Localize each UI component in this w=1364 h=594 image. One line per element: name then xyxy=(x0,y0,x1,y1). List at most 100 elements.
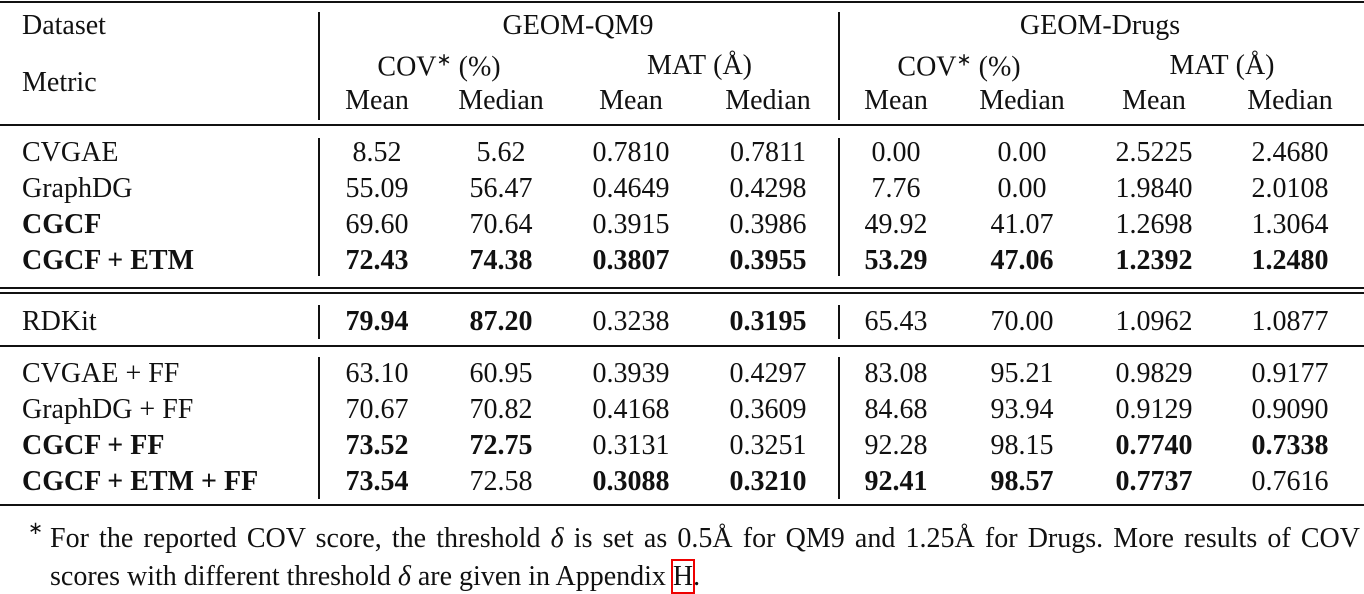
rule xyxy=(0,287,1364,289)
group-header: GEOM-QM9 xyxy=(502,10,654,41)
stat-header: Mean xyxy=(1122,85,1186,116)
footnote-math: 0.5Å xyxy=(677,523,733,554)
stat-header: Mean xyxy=(345,85,409,116)
cell-value: 0.00 xyxy=(871,137,921,168)
metric-unit: (Å) xyxy=(713,50,752,81)
appendix-link[interactable]: H xyxy=(670,559,696,594)
footnote-math: 1.25Å xyxy=(905,523,975,554)
cell-value: 95.21 xyxy=(990,358,1054,389)
cell-value: 49.92 xyxy=(864,209,928,240)
cell-value: 0.3210 xyxy=(729,466,807,497)
cell-value: 8.52 xyxy=(352,137,402,168)
cell-value: 2.4680 xyxy=(1251,137,1329,168)
cell-value: 0.9177 xyxy=(1251,358,1329,389)
cell-value: 70.67 xyxy=(345,394,409,425)
cell-value: 1.3064 xyxy=(1251,209,1329,240)
column-rule xyxy=(318,12,320,120)
header-label: Metric xyxy=(22,67,97,98)
cell-value: 1.2698 xyxy=(1115,209,1193,240)
metric-unit: (Å) xyxy=(1235,50,1275,81)
stat-header: Mean xyxy=(599,85,663,116)
rule xyxy=(0,292,1364,294)
cell-value: 2.5225 xyxy=(1115,137,1193,168)
cell-value: 70.00 xyxy=(990,306,1054,337)
footnote-symbol: δ xyxy=(550,523,564,554)
cell-value: 98.57 xyxy=(990,466,1054,497)
cell-value: 1.0877 xyxy=(1251,306,1329,337)
cell-value: 0.9129 xyxy=(1115,394,1193,425)
rule xyxy=(0,345,1364,347)
cell-value: 0.9090 xyxy=(1251,394,1329,425)
stat-header: Median xyxy=(725,85,811,116)
metric-header: COV∗ (%) xyxy=(377,50,500,81)
column-rule xyxy=(318,357,320,499)
cell-value: 74.38 xyxy=(469,245,533,276)
footnote-text: is set as xyxy=(563,523,678,554)
cell-value: 0.3609 xyxy=(729,394,807,425)
cell-value: 0.7810 xyxy=(592,137,670,168)
cell-value: 0.3088 xyxy=(592,466,670,497)
cell-value: 2.0108 xyxy=(1251,173,1329,204)
cell-value: 70.64 xyxy=(469,209,533,240)
footnote-text: For the reported COV score, the threshol… xyxy=(50,523,551,554)
metric-header: MAT (Å) xyxy=(1170,52,1275,80)
group-header: GEOM-Drugs xyxy=(1019,10,1181,41)
method-name: CGCF + ETM + FF xyxy=(22,466,259,497)
footnote: For the reported COV score, the threshol… xyxy=(50,520,1360,594)
cell-value: 0.7616 xyxy=(1251,466,1329,497)
cell-value: 1.2392 xyxy=(1115,245,1193,276)
cell-value: 98.15 xyxy=(990,430,1054,461)
cell-value: 92.41 xyxy=(864,466,928,497)
method-name: CGCF xyxy=(22,209,102,240)
metric-name: MAT xyxy=(647,50,707,81)
column-rule xyxy=(838,12,840,120)
metric-unit: (%) xyxy=(458,51,501,83)
cell-value: 5.62 xyxy=(476,137,526,168)
stat-header: Mean xyxy=(864,85,928,116)
cell-value: 0.4168 xyxy=(592,394,670,425)
metric-mark: ∗ xyxy=(436,49,452,70)
cell-value: 7.76 xyxy=(871,173,921,204)
metric-header: MAT (Å) xyxy=(647,52,752,80)
cell-value: 0.3238 xyxy=(592,306,670,337)
cell-value: 83.08 xyxy=(864,358,928,389)
cell-value: 0.3131 xyxy=(592,430,670,461)
cell-value: 1.9840 xyxy=(1115,173,1193,204)
cell-value: 0.00 xyxy=(997,137,1047,168)
column-rule xyxy=(318,138,320,276)
cell-value: 0.4298 xyxy=(729,173,807,204)
cell-value: 72.75 xyxy=(469,430,533,461)
header-label: Dataset xyxy=(22,10,106,41)
method-name: CVGAE + FF xyxy=(22,358,180,389)
cell-value: 69.60 xyxy=(345,209,409,240)
cell-value: 0.7737 xyxy=(1115,466,1193,497)
cell-value: 55.09 xyxy=(345,173,409,204)
rule xyxy=(0,1,1364,3)
cell-value: 1.2480 xyxy=(1251,245,1329,276)
cell-value: 84.68 xyxy=(864,394,928,425)
cell-value: 0.4297 xyxy=(729,358,807,389)
cell-value: 93.94 xyxy=(990,394,1054,425)
cell-value: 65.43 xyxy=(864,306,928,337)
method-name: CGCF + FF xyxy=(22,430,165,461)
footnote-symbol: δ xyxy=(397,561,411,592)
cell-value: 0.3195 xyxy=(729,306,807,337)
stat-header: Median xyxy=(979,85,1065,116)
cell-value: 0.4649 xyxy=(592,173,670,204)
cell-value: 1.0962 xyxy=(1115,306,1193,337)
metric-unit: (%) xyxy=(978,51,1021,83)
column-rule xyxy=(838,305,840,339)
cell-value: 56.47 xyxy=(469,173,533,204)
cell-value: 0.7740 xyxy=(1115,430,1193,461)
column-rule xyxy=(838,357,840,499)
method-name: CVGAE xyxy=(22,137,119,168)
cell-value: 0.3251 xyxy=(729,430,807,461)
cell-value: 60.95 xyxy=(469,358,533,389)
cell-value: 0.7338 xyxy=(1251,430,1329,461)
cell-value: 0.3915 xyxy=(592,209,670,240)
cell-value: 0.3955 xyxy=(729,245,807,276)
metric-mark: ∗ xyxy=(956,49,972,70)
metric-name: COV xyxy=(377,51,437,83)
metric-name: COV xyxy=(897,51,957,83)
